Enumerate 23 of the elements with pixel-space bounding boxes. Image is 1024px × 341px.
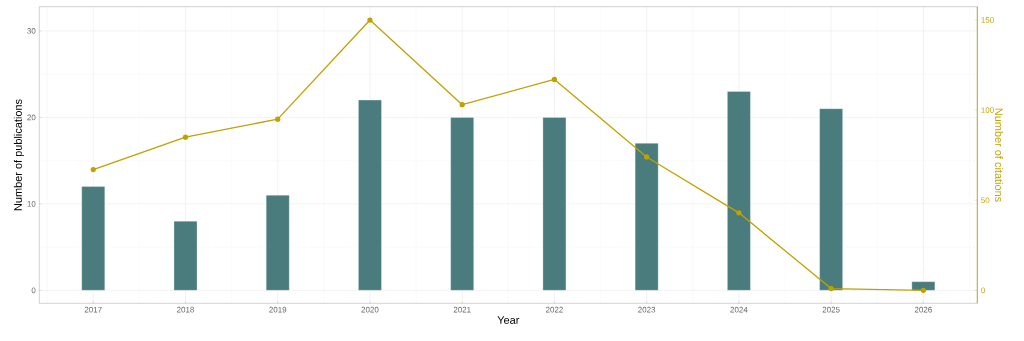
y2-axis-title: Number of citations xyxy=(994,108,1004,202)
point xyxy=(644,154,650,160)
point xyxy=(551,76,558,83)
y-axis-title: Number of publications xyxy=(13,99,25,211)
bar xyxy=(911,281,936,291)
bar xyxy=(727,91,751,291)
point xyxy=(90,166,96,173)
bar xyxy=(542,117,567,291)
x-axis-title: Year xyxy=(497,316,520,324)
point xyxy=(920,287,926,293)
bar xyxy=(450,117,474,291)
bar xyxy=(358,99,382,291)
bar xyxy=(266,195,290,291)
bar xyxy=(173,221,198,291)
point xyxy=(736,210,742,216)
point xyxy=(275,116,281,122)
point xyxy=(367,17,373,23)
point xyxy=(459,102,465,108)
point xyxy=(828,285,834,292)
bar xyxy=(634,143,659,291)
bar xyxy=(81,186,105,291)
bar xyxy=(819,108,843,291)
point xyxy=(182,134,189,140)
